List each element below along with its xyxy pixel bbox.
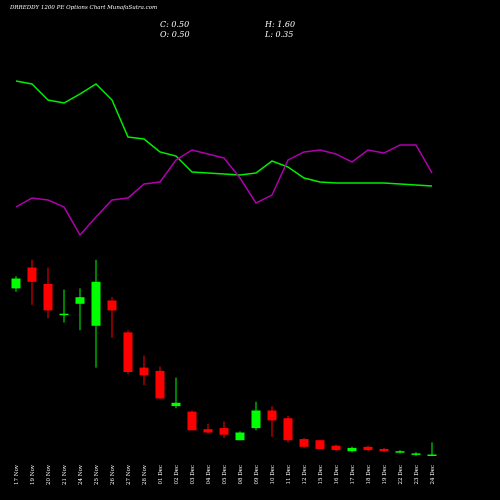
- x-tick-label: 19 Dec: [382, 465, 388, 485]
- candle-body: [251, 410, 261, 429]
- x-tick-label: 03 Dec: [190, 465, 196, 485]
- x-tick-label: 04 Dec: [206, 465, 212, 485]
- x-tick-label: 02 Dec: [174, 465, 180, 485]
- x-tick-label: 20 Nov: [46, 464, 52, 485]
- stat-close: C: 0.50: [160, 20, 189, 29]
- x-tick-label: 16 Dec: [334, 465, 340, 485]
- x-tick-label: 17 Dec: [350, 465, 356, 485]
- x-tick-label: 19 Nov: [30, 464, 36, 485]
- candle-body: [203, 429, 213, 433]
- stat-high: H: 1.60: [264, 20, 295, 29]
- candle-body: [139, 367, 149, 376]
- x-tick-label: 12 Dec: [302, 465, 308, 485]
- x-tick-label: 26 Nov: [110, 464, 116, 485]
- x-tick-label: 18 Dec: [366, 465, 372, 485]
- x-tick-label: 21 Nov: [62, 464, 68, 485]
- candle-body: [411, 453, 421, 455]
- candle-body: [107, 300, 117, 311]
- candle-body: [27, 267, 37, 282]
- x-tick-label: 15 Dec: [318, 465, 324, 485]
- x-tick-label: 24 Dec: [430, 465, 436, 485]
- candle-body: [43, 284, 53, 311]
- candle-body: [379, 449, 389, 452]
- indicator-line: [15, 144, 433, 237]
- candle-body: [123, 332, 133, 372]
- candle-body: [155, 370, 165, 399]
- stat-open: O: 0.50: [160, 30, 190, 39]
- x-tick-label: 10 Dec: [270, 465, 276, 485]
- candle-body: [219, 428, 229, 435]
- candle-body: [235, 432, 245, 441]
- x-tick-label: 22 Dec: [398, 465, 404, 485]
- x-tick-label: 09 Dec: [254, 465, 260, 485]
- candle-body: [91, 281, 101, 326]
- x-tick-label: 24 Nov: [78, 464, 84, 485]
- candle-body: [315, 440, 325, 449]
- candle-body: [395, 451, 405, 453]
- x-tick-label: 08 Dec: [238, 465, 244, 485]
- candle-body: [299, 439, 309, 447]
- candle-body: [267, 410, 277, 421]
- x-tick-label: 27 Nov: [126, 464, 132, 485]
- candle-body: [347, 447, 357, 452]
- candle-body: [11, 278, 21, 289]
- candle-body: [75, 297, 85, 304]
- x-tick-label: 23 Dec: [414, 465, 420, 485]
- chart-title: DRREDDY 1200 PE Options Chart MunafaSutr…: [9, 5, 157, 11]
- indicator-line: [15, 80, 433, 187]
- candle-body: [363, 446, 373, 451]
- x-tick-label: 17 Nov: [14, 464, 20, 485]
- x-tick-label: 01 Dec: [158, 465, 164, 485]
- candle-body: [283, 418, 293, 441]
- x-tick-label: 11 Dec: [286, 465, 292, 485]
- x-tick-label: 05 Dec: [222, 465, 228, 485]
- candle-body: [171, 402, 181, 407]
- candle-body: [331, 445, 341, 451]
- candle-body: [59, 313, 69, 316]
- x-tick-label: 28 Nov: [142, 464, 148, 485]
- candle-body: [187, 411, 197, 431]
- stat-low: L: 0.35: [264, 30, 293, 39]
- candle-body: [427, 454, 437, 456]
- x-tick-label: 25 Nov: [94, 464, 100, 485]
